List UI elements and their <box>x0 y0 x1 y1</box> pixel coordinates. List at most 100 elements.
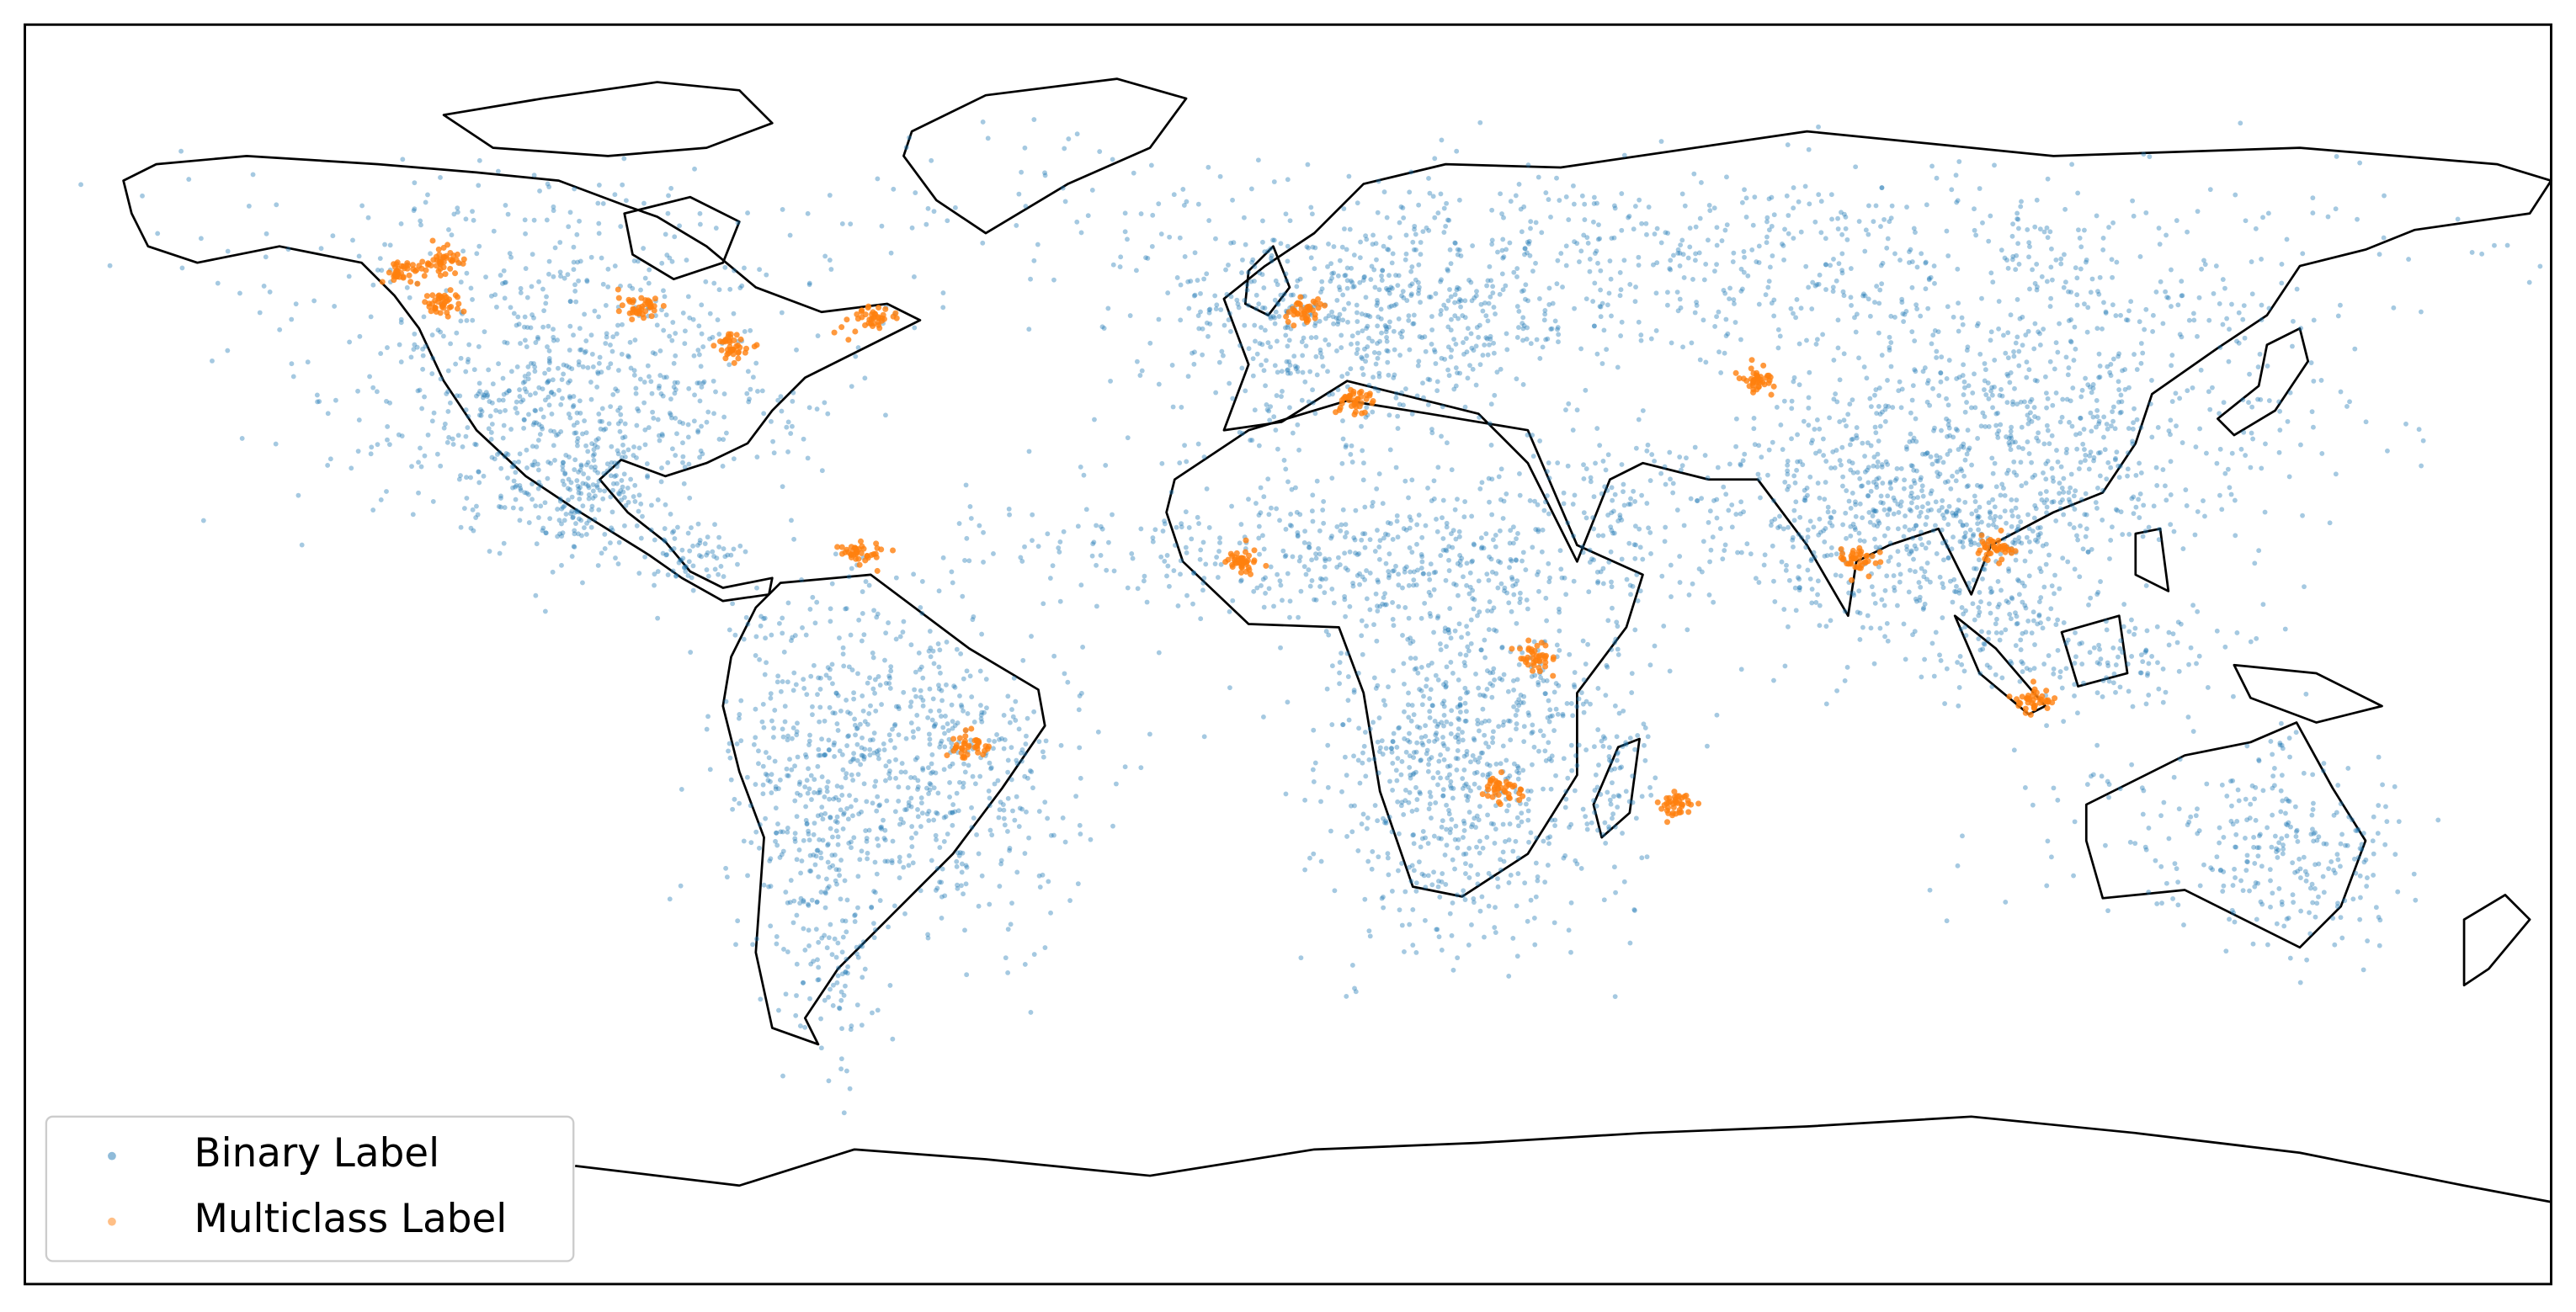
point <box>1621 258 1627 263</box>
point <box>927 741 933 747</box>
point <box>1997 392 2003 398</box>
point <box>822 810 828 816</box>
point <box>702 541 708 546</box>
point <box>1869 584 1875 590</box>
point <box>577 485 583 491</box>
point <box>795 754 801 760</box>
point <box>1764 215 1770 220</box>
point <box>695 429 701 435</box>
point <box>1722 350 1727 356</box>
point <box>1991 518 1997 523</box>
point <box>562 503 567 508</box>
point <box>2008 616 2014 622</box>
point <box>1662 539 1668 544</box>
point <box>750 374 756 380</box>
point <box>1901 534 1907 539</box>
point <box>546 356 552 361</box>
point <box>1848 295 1854 300</box>
point <box>1473 382 1479 388</box>
point <box>445 368 451 374</box>
point <box>1179 521 1184 527</box>
point <box>663 231 668 237</box>
point <box>1967 445 1972 451</box>
point <box>2526 279 2532 285</box>
point <box>909 824 915 829</box>
point <box>1325 369 1330 374</box>
point <box>612 263 618 269</box>
point <box>876 747 882 753</box>
point <box>1402 386 1408 391</box>
point <box>2043 461 2049 466</box>
coastline <box>2134 527 2170 592</box>
point <box>955 882 960 888</box>
point <box>896 704 902 709</box>
point <box>860 708 866 714</box>
point <box>1928 454 1934 459</box>
point <box>1877 423 1883 429</box>
point <box>557 498 563 504</box>
point <box>603 302 609 308</box>
point <box>1973 508 1979 513</box>
point <box>2155 424 2161 430</box>
point <box>865 850 870 856</box>
point <box>1262 305 1268 311</box>
point <box>1923 286 1929 292</box>
point <box>1260 533 1265 539</box>
point <box>378 497 384 502</box>
point <box>671 545 677 551</box>
point <box>962 927 967 933</box>
point <box>530 252 535 258</box>
point <box>2057 321 2062 327</box>
point <box>1272 297 1278 303</box>
point <box>931 817 937 823</box>
point <box>1406 317 1412 323</box>
point <box>996 815 1002 821</box>
point <box>1950 473 1955 479</box>
point <box>1907 260 1912 265</box>
point <box>1609 313 1614 319</box>
point <box>596 231 602 236</box>
point <box>1383 285 1389 291</box>
point <box>1739 286 1745 292</box>
point <box>2241 303 2247 309</box>
point <box>687 315 693 321</box>
point <box>1923 522 1929 528</box>
point <box>2105 364 2110 369</box>
point <box>620 182 625 188</box>
point <box>2206 389 2211 395</box>
point <box>1441 302 1447 308</box>
point <box>2151 503 2157 509</box>
point <box>871 889 877 895</box>
point <box>1611 203 1617 209</box>
point <box>1287 614 1292 620</box>
point <box>950 725 955 731</box>
point <box>1909 259 1915 264</box>
point <box>891 723 897 729</box>
point <box>1514 266 1520 271</box>
point <box>1750 222 1756 228</box>
point <box>744 390 750 396</box>
point <box>2260 215 2265 220</box>
point <box>2126 688 2132 694</box>
point <box>1831 509 1837 515</box>
point <box>1978 483 1984 489</box>
point <box>747 396 752 402</box>
point <box>411 208 417 214</box>
point <box>1908 548 1914 554</box>
point <box>666 193 671 199</box>
point <box>1871 661 1877 667</box>
point <box>458 279 464 285</box>
point <box>838 1066 844 1072</box>
point <box>1262 249 1268 255</box>
point <box>1244 282 1250 288</box>
point <box>537 432 543 438</box>
point <box>801 837 806 843</box>
point <box>908 699 914 705</box>
point <box>2078 416 2084 421</box>
point <box>2096 351 2102 357</box>
point <box>2019 199 2024 205</box>
point <box>1954 376 1960 381</box>
point <box>842 878 848 884</box>
point <box>596 478 602 484</box>
point <box>2032 414 2037 419</box>
